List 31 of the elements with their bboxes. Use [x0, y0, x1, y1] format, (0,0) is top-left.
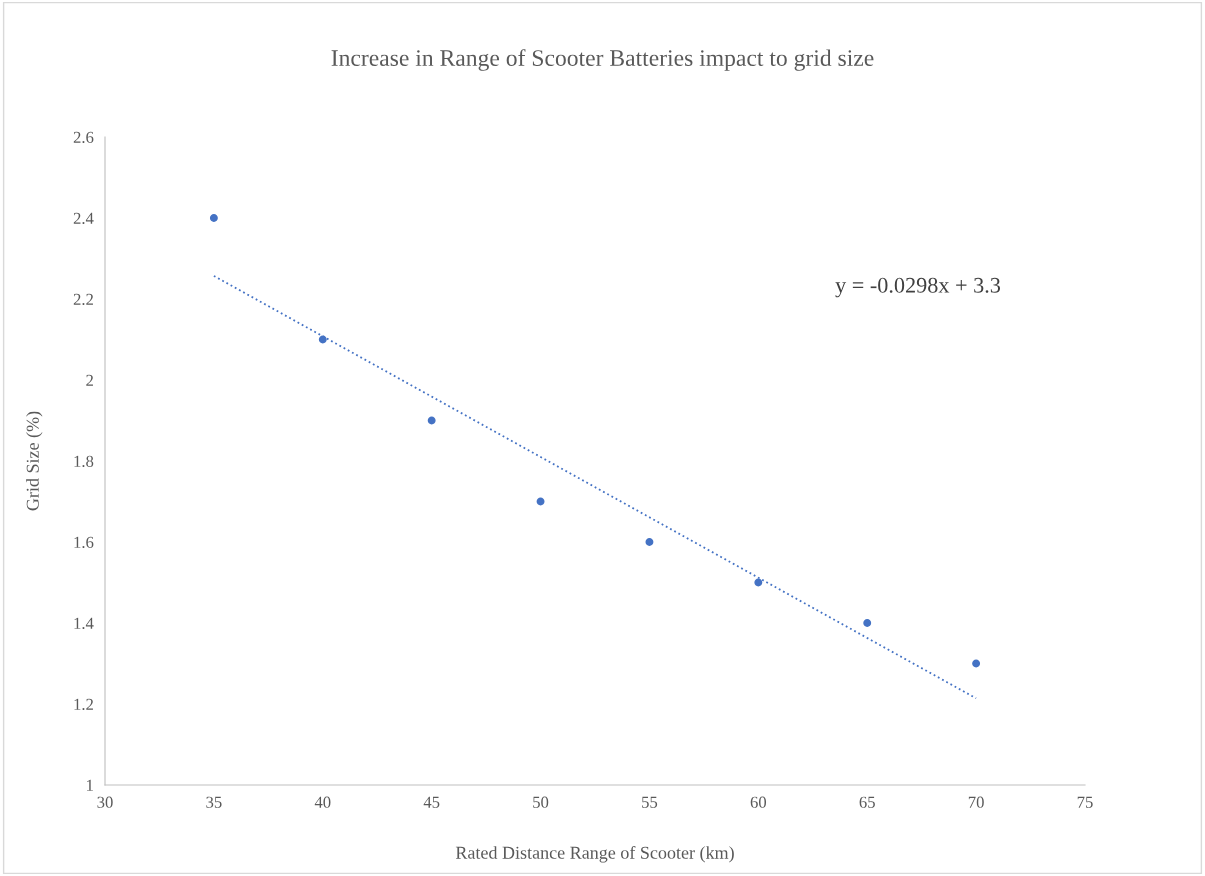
y-tick-label: 2 — [86, 374, 93, 386]
point — [972, 659, 981, 668]
x-tick-label: 40 — [314, 796, 331, 808]
x-tick-label: 55 — [642, 796, 658, 808]
y-tick-label: 1.8 — [74, 455, 94, 468]
point — [863, 619, 872, 627]
point — [427, 416, 436, 425]
x-tick-label: 30 — [97, 796, 113, 808]
y-tick-label: 1.2 — [74, 698, 93, 711]
y-tick-label: 2.2 — [73, 293, 93, 306]
y-tick-label: 1.4 — [74, 617, 94, 630]
point — [754, 578, 763, 587]
x-axis-title: Rated Distance Range of Scooter (km) — [455, 845, 734, 863]
x-tick-label: 75 — [1077, 796, 1093, 808]
x-tick-label: 50 — [533, 796, 549, 808]
point — [645, 538, 654, 546]
x-tick-label: 70 — [968, 796, 984, 808]
y-axis-title: Grid Size (%) — [26, 411, 43, 511]
y-tick-label: 2.6 — [73, 131, 94, 144]
x-tick-label: 60 — [750, 796, 767, 808]
x-tick-label: 35 — [206, 796, 222, 808]
chart-title: Increase in Range of Scooter Batteries impact to grid size — [331, 49, 874, 71]
point — [209, 214, 218, 222]
y-tick-label: 1.6 — [74, 536, 94, 549]
y-tick-label: 1 — [87, 779, 93, 791]
annotation: y = -0.0298x + 3.3 — [835, 277, 1001, 298]
x-tick-label: 65 — [859, 796, 875, 808]
point — [318, 335, 327, 344]
point — [536, 497, 545, 506]
x-tick-label: 45 — [423, 796, 440, 808]
y-tick-label: 2.4 — [73, 212, 94, 225]
